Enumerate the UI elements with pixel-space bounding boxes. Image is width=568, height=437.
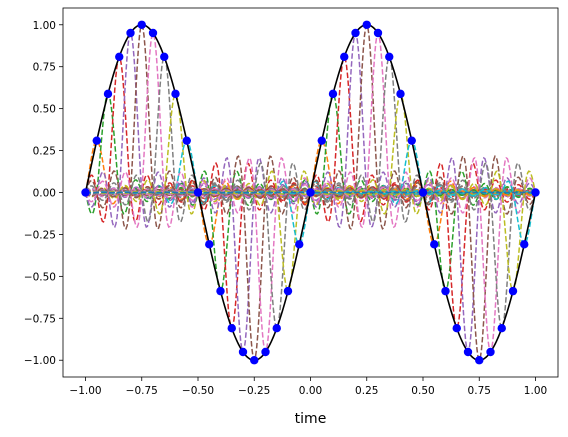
sample-point [520,240,529,249]
x-tick-label: 0.50 [411,385,434,397]
y-tick-label: 1.00 [33,20,56,32]
sample-point [295,240,304,249]
sample-point [137,20,146,29]
plot-area [62,7,559,378]
basis-function-line [85,92,536,215]
y-tick-label: 0.25 [33,146,56,158]
sample-point [160,52,169,62]
sample-point [396,89,405,99]
sample-point [272,323,281,333]
sample-point [441,286,450,296]
sample-point [216,286,225,296]
y-tick-label: −0.50 [24,271,56,283]
sample-point [182,136,191,145]
sample-point [452,323,461,333]
x-tick-label: −1.00 [69,385,101,397]
sample-point [261,347,270,357]
sample-point [126,28,135,38]
sample-point [531,188,540,197]
x-tick-label: 1.00 [524,385,547,397]
sample-point [283,286,293,296]
sample-point [148,28,158,38]
y-tick-label: 0.00 [33,188,56,200]
sample-point [238,347,248,357]
x-tick-label: −0.25 [238,385,270,397]
sample-point [115,52,124,62]
sample-point [250,356,259,365]
sample-point [475,356,484,365]
sample-point [407,136,416,145]
y-tick-label: 0.50 [33,104,56,116]
y-tick-label: −1.00 [24,355,56,367]
sample-point [171,89,180,99]
x-axis: −1.00 −0.75 −0.50 −0.25 0.00 0.25 0.50 0.75 1.00 [69,377,547,397]
y-tick-label: 0.75 [33,62,56,74]
sample-point [373,28,383,38]
x-tick-label: 0.75 [468,385,491,397]
x-tick-label: −0.50 [182,385,214,397]
basis-function-line [85,170,537,293]
sample-point [340,52,349,62]
sample-point [351,28,360,38]
sample-point [227,323,236,333]
sample-point [486,347,495,357]
x-tick-label: 0.25 [355,385,378,397]
sample-point [306,188,315,197]
x-tick-label: −0.75 [126,385,158,397]
sample-point [362,20,371,29]
sample-point [81,188,90,197]
sample-point [103,89,113,99]
y-tick-label: −0.75 [24,313,56,325]
sample-point [508,286,518,296]
sample-point [92,136,101,145]
y-tick-label: −0.25 [24,229,56,241]
sample-point [328,89,338,99]
sample-point [385,52,394,62]
sample-point [418,188,428,197]
x-tick-label: 0.00 [299,385,322,397]
sample-point [205,240,214,249]
x-axis-label: time [295,411,327,427]
sample-point [497,323,506,333]
sample-point [317,136,326,145]
sample-point [193,188,203,197]
sample-point [430,240,439,249]
y-axis: −1.00 −0.75 −0.50 −0.25 0.00 0.25 0.50 0.75 1.00 [24,20,63,367]
basis-function-line [85,180,536,246]
sample-point [463,347,473,357]
data-series [81,20,540,365]
